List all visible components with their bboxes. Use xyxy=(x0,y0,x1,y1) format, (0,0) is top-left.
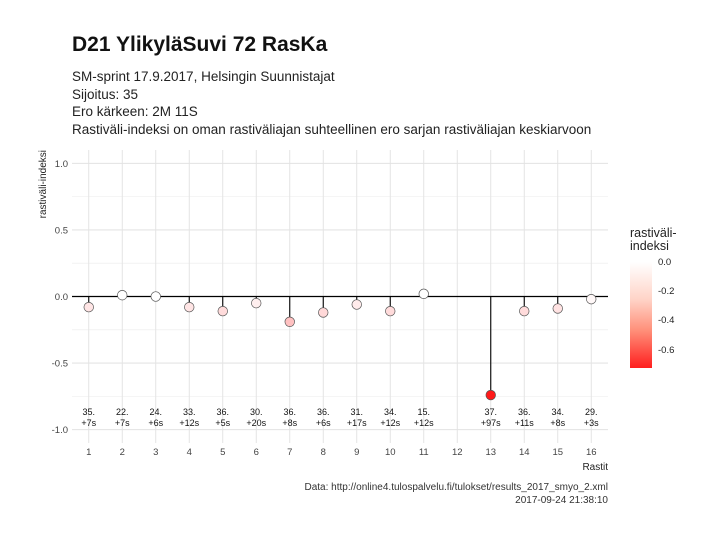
data-point xyxy=(217,306,228,317)
data-point xyxy=(519,306,530,317)
data-point xyxy=(184,302,195,313)
subtitle-gap: Ero kärkeen: 2M 11S xyxy=(72,104,198,119)
caption-source: Data: http://online4.tulospalvelu.fi/tul… xyxy=(304,482,608,493)
data-point xyxy=(586,294,597,305)
x-tick-label: 12 xyxy=(452,447,463,458)
point-diff-label: +12s xyxy=(414,418,434,428)
point-diff-label: +7s xyxy=(115,418,130,428)
x-tick-label: 14 xyxy=(519,447,530,458)
point-rank-label: 30. xyxy=(250,407,263,417)
point-diff-label: +8s xyxy=(282,418,297,428)
point-diff-label: +3s xyxy=(584,418,599,428)
chart-subtitle: SM-sprint 17.9.2017, Helsingin Suunnista… xyxy=(72,68,591,138)
point-rank-label: 36. xyxy=(283,407,296,417)
point-rank-label: 37. xyxy=(484,407,497,417)
x-tick-label: 4 xyxy=(187,447,192,458)
caption-timestamp: 2017-09-24 21:38:10 xyxy=(515,495,608,506)
x-tick-label: 2 xyxy=(120,447,125,458)
point-diff-label: +17s xyxy=(347,418,367,428)
point-diff-label: +11s xyxy=(515,418,535,428)
point-rank-label: 24. xyxy=(149,407,162,417)
x-tick-label: 1 xyxy=(86,447,91,458)
legend-label-2: -0.4 xyxy=(658,315,675,326)
x-tick-label: 10 xyxy=(385,447,396,458)
x-tick-label: 6 xyxy=(254,447,259,458)
subtitle-placement: Sijoitus: 35 xyxy=(72,86,139,102)
chart-title: D21 YlikyläSuvi 72 RasKa xyxy=(72,33,328,56)
point-diff-label: +8s xyxy=(550,418,565,428)
point-diff-label: +12s xyxy=(179,418,199,428)
point-rank-label: 29. xyxy=(585,407,598,417)
point-rank-label: 15. xyxy=(417,407,430,417)
point-diff-label: +5s xyxy=(215,418,230,428)
subtitle-description: Rastiväli-indeksi on oman rastiväliajan … xyxy=(72,121,592,137)
data-point xyxy=(284,316,295,327)
point-rank-label: 36. xyxy=(317,407,330,417)
legend-color-bar xyxy=(630,262,652,368)
point-rank-label: 31. xyxy=(350,407,363,417)
point-rank-label: 22. xyxy=(116,407,129,417)
point-diff-label: +20s xyxy=(246,418,266,428)
y-tick-label: -0.5 xyxy=(52,359,68,370)
x-tick-label: 7 xyxy=(287,447,292,458)
subtitle-event: SM-sprint 17.9.2017, Helsingin Suunnista… xyxy=(72,69,335,84)
x-tick-label: 9 xyxy=(354,447,359,458)
x-tick-label: 8 xyxy=(321,447,326,458)
point-diff-label: +12s xyxy=(380,418,400,428)
data-point xyxy=(485,389,496,401)
legend-label-3: -0.6 xyxy=(658,345,675,356)
point-rank-label: 34. xyxy=(551,407,564,417)
data-point xyxy=(318,307,329,318)
x-axis-title: Rastit xyxy=(582,462,608,473)
legend-label-0: 0.0 xyxy=(658,257,672,268)
y-axis-title: rastiväli-indeksi xyxy=(38,150,49,218)
data-point xyxy=(83,302,94,313)
point-rank-label: 36. xyxy=(518,407,531,417)
data-point xyxy=(117,290,128,301)
point-rank-label: 35. xyxy=(82,407,95,417)
legend-title-line-1: rastiväli- xyxy=(630,226,677,240)
point-rank-label: 36. xyxy=(216,407,229,417)
data-point xyxy=(385,306,396,317)
data-point xyxy=(150,291,161,302)
x-tick-label: 13 xyxy=(485,447,496,458)
y-tick-label: 1.0 xyxy=(55,159,68,170)
point-rank-label: 34. xyxy=(384,407,397,417)
y-tick-label: 0.0 xyxy=(55,292,68,303)
caption: Data: http://online4.tulospalvelu.fi/tul… xyxy=(304,481,608,507)
point-diff-label: +6s xyxy=(148,418,163,428)
point-diff-label: +97s xyxy=(481,418,501,428)
point-diff-label: +6s xyxy=(316,418,331,428)
y-tick-label: 0.5 xyxy=(55,225,68,236)
point-rank-label: 33. xyxy=(183,407,196,417)
legend-title-line-2: indeksi xyxy=(630,239,669,253)
data-point xyxy=(552,303,563,314)
point-diff-label: +7s xyxy=(81,418,96,428)
x-tick-label: 5 xyxy=(220,447,225,458)
legend-label-1: -0.2 xyxy=(658,286,675,297)
x-tick-label: 3 xyxy=(153,447,158,458)
data-point xyxy=(351,299,362,310)
x-tick-label: 15 xyxy=(552,447,563,458)
data-point xyxy=(418,288,429,299)
y-tick-label: -1.0 xyxy=(52,425,68,436)
data-point xyxy=(251,298,262,309)
x-tick-label: 16 xyxy=(586,447,597,458)
x-tick-label: 11 xyxy=(419,447,429,458)
legend-title: rastiväli- indeksi xyxy=(630,227,677,253)
